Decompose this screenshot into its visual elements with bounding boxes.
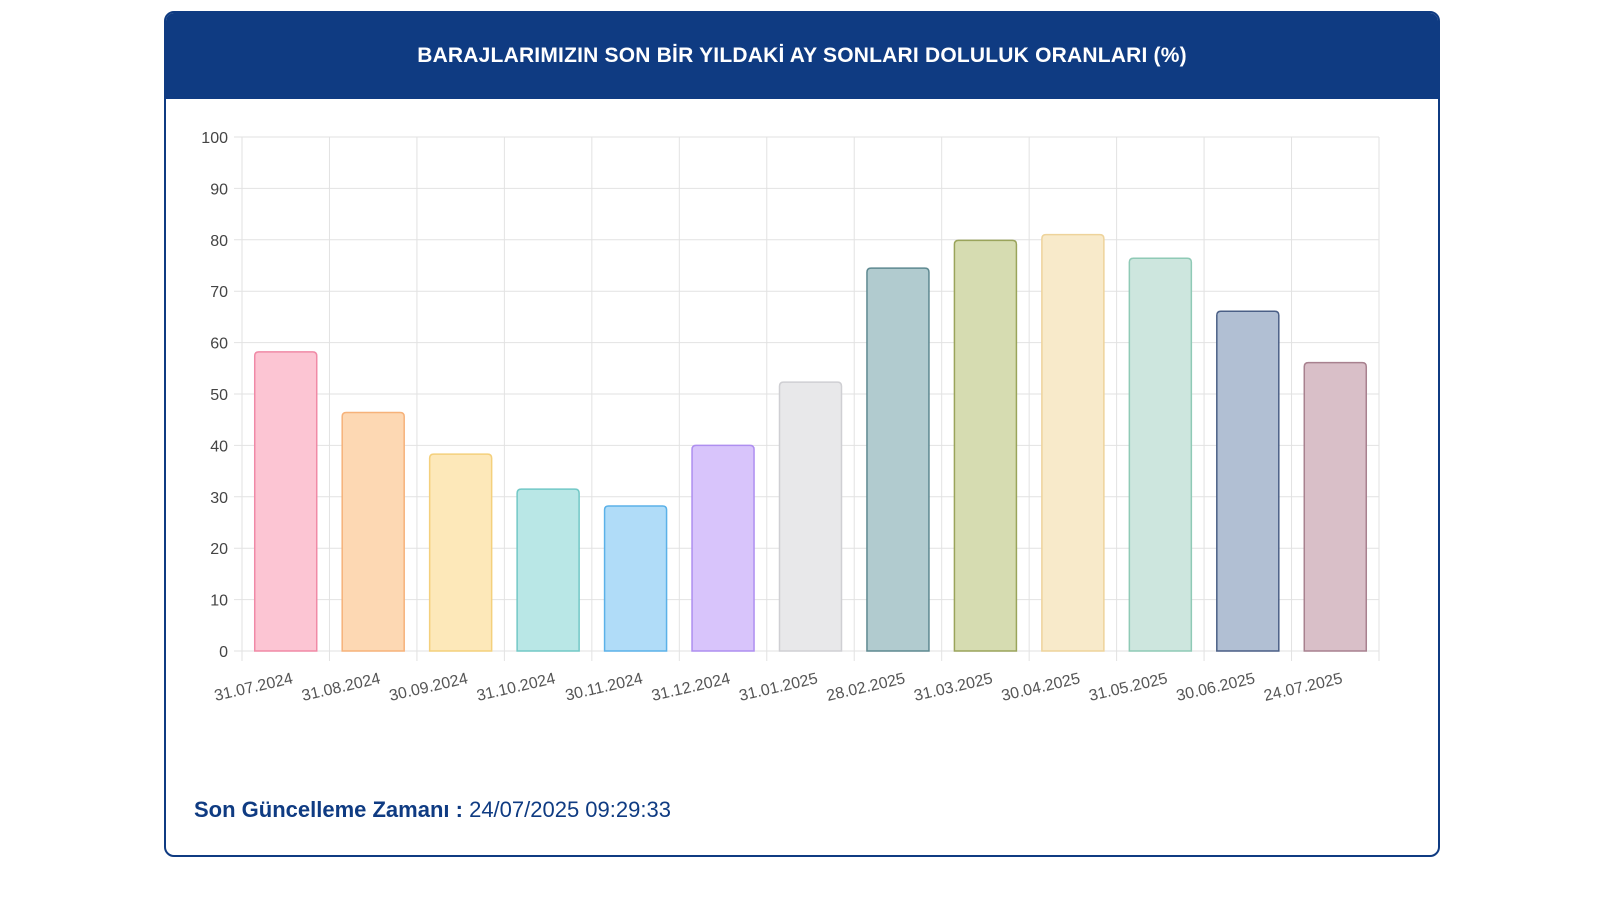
x-tick-label: 30.09.2024 <box>388 670 470 705</box>
x-tick-label: 31.12.2024 <box>650 670 732 705</box>
bar <box>253 351 318 652</box>
chart-title: BARAJLARIMIZIN SON BİR YILDAKİ AY SONLAR… <box>417 44 1187 67</box>
y-tick-label: 60 <box>210 336 228 353</box>
x-tick-label: 31.07.2024 <box>213 670 295 705</box>
y-tick-label: 0 <box>219 644 228 661</box>
bar <box>428 453 493 652</box>
bar <box>953 239 1018 652</box>
x-tick-label: 31.01.2025 <box>738 670 820 705</box>
x-tick-label: 30.11.2024 <box>564 670 645 704</box>
x-tick-label: 30.04.2025 <box>1000 670 1082 705</box>
bar <box>603 505 668 652</box>
last-update: Son Güncelleme Zamanı : 24/07/2025 09:29… <box>194 797 671 823</box>
x-tick-label: 28.02.2025 <box>825 670 907 705</box>
y-tick-label: 30 <box>210 490 228 507</box>
y-tick-label: 70 <box>210 284 228 301</box>
bar <box>341 411 405 652</box>
bar <box>778 381 843 652</box>
bar <box>691 444 755 652</box>
x-tick-label: 31.08.2024 <box>300 670 382 705</box>
chart-card: BARAJLARIMIZIN SON BİR YILDAKİ AY SONLAR… <box>164 11 1440 857</box>
bar <box>1303 361 1368 652</box>
bar <box>1216 310 1280 652</box>
x-tick-label: 31.05.2025 <box>1087 670 1169 705</box>
last-update-label: Son Güncelleme Zamanı : <box>194 797 463 822</box>
y-tick-label: 50 <box>210 387 228 404</box>
x-tick-label: 31.10.2024 <box>475 670 557 705</box>
last-update-value: 24/07/2025 09:29:33 <box>469 797 671 822</box>
y-tick-label: 40 <box>210 438 228 455</box>
bar-chart: 0 10 20 30 40 50 60 70 80 90 100 31.07.2024 31.08.20… <box>201 130 1380 705</box>
bar <box>1041 233 1105 652</box>
card-header: BARAJLARIMIZIN SON BİR YILDAKİ AY SONLAR… <box>166 13 1438 99</box>
bar <box>516 488 580 652</box>
y-tick-label: 90 <box>210 181 228 198</box>
y-tick-label: 100 <box>201 130 228 147</box>
x-tick-label: 31.03.2025 <box>912 670 994 705</box>
x-tick-label: 24.07.2025 <box>1262 670 1344 705</box>
bar <box>866 267 930 652</box>
y-tick-label: 10 <box>210 593 228 610</box>
bar <box>1128 257 1193 652</box>
x-tick-label: 30.06.2025 <box>1175 670 1257 705</box>
y-tick-label: 80 <box>210 233 228 250</box>
y-tick-label: 20 <box>210 541 228 558</box>
